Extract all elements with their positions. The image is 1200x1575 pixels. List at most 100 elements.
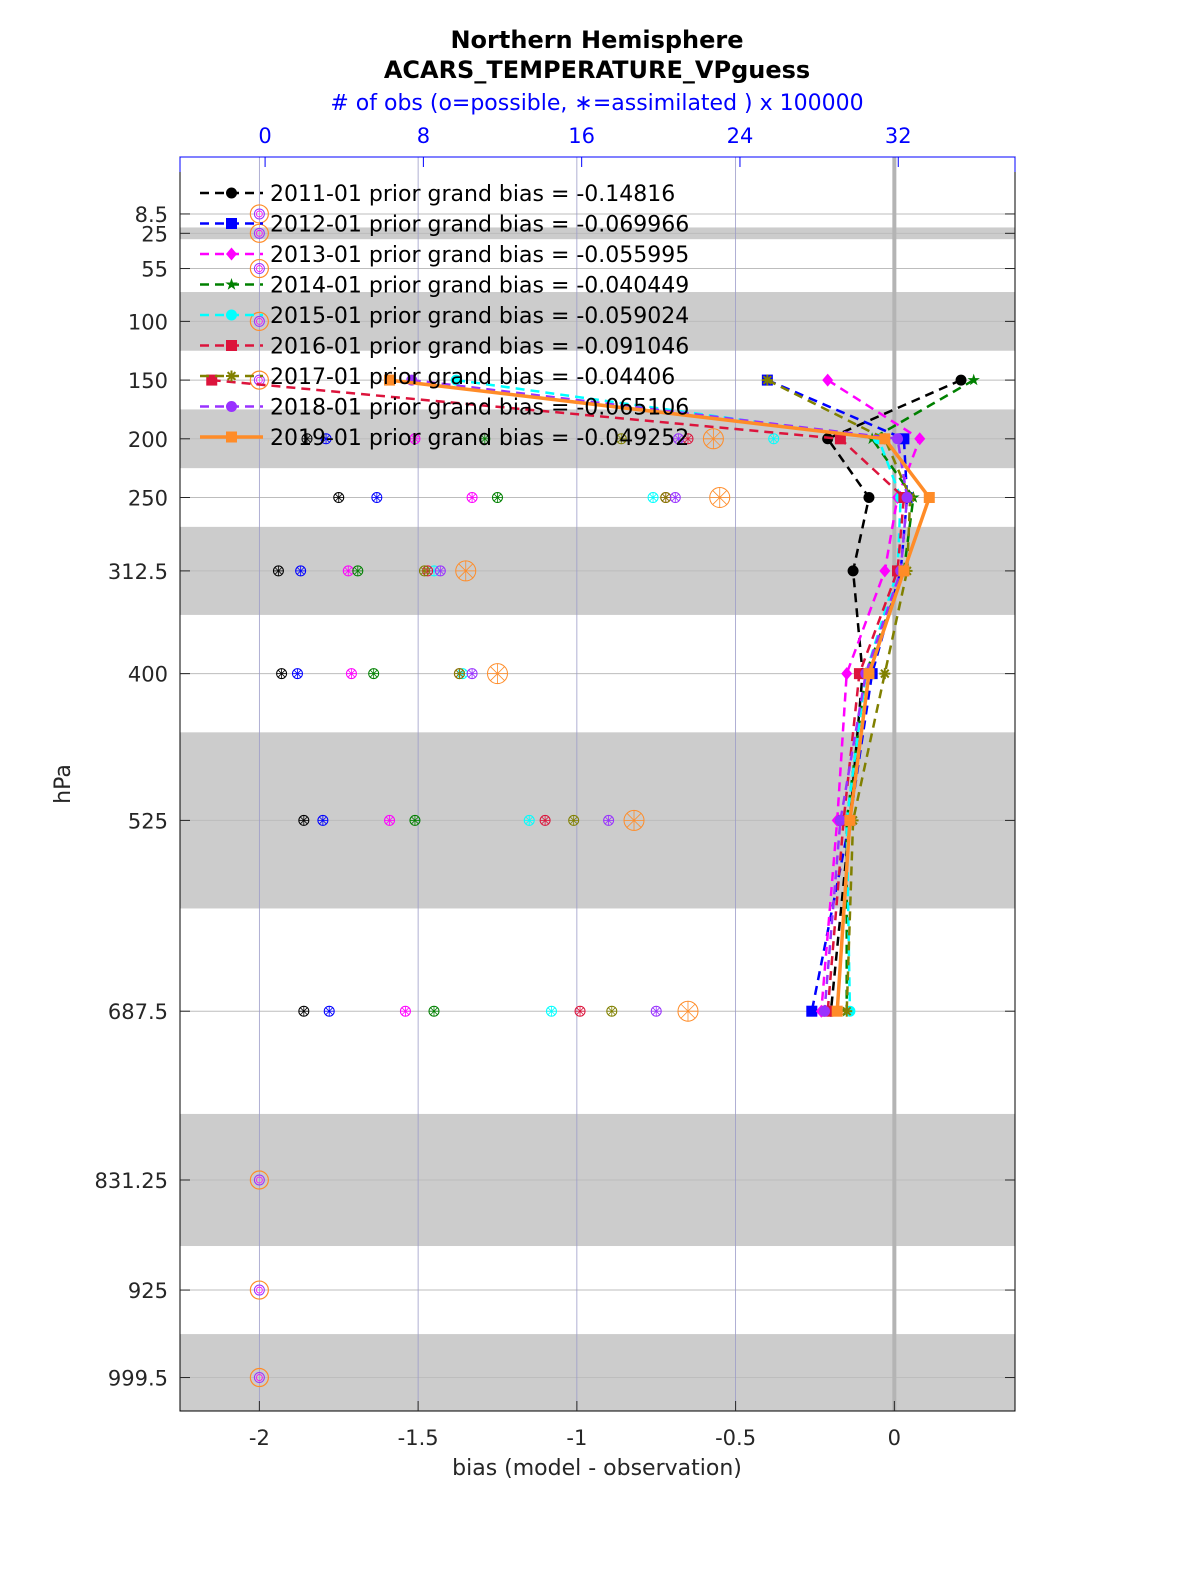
x-tick-label: -1.5 bbox=[398, 1426, 439, 1450]
series-point bbox=[831, 1005, 843, 1017]
legend-entry: 2015-01 prior grand bias = -0.059024 bbox=[270, 304, 689, 329]
obs-count-marker bbox=[333, 492, 345, 504]
series-point bbox=[847, 565, 859, 577]
obs-count-marker bbox=[453, 668, 465, 680]
axis-ticks: 8.525 55 100 150 200 250 312.5 400 525 687.5 831.2… bbox=[95, 124, 1015, 1450]
series-point bbox=[879, 668, 891, 680]
series-point bbox=[822, 373, 834, 387]
series-point bbox=[914, 432, 926, 446]
series-point bbox=[955, 374, 967, 386]
legend-entry: 2014-01 prior grand bias = -0.040449 bbox=[270, 274, 689, 299]
observation-markers bbox=[249, 204, 780, 1388]
series-point bbox=[923, 492, 935, 504]
series-point bbox=[761, 374, 773, 386]
obs-count-marker bbox=[539, 814, 551, 826]
y-tick-label: 400 bbox=[128, 663, 168, 687]
y-tick-label: 999.5 bbox=[108, 1367, 168, 1391]
obs-count-marker bbox=[574, 1005, 586, 1017]
series-point bbox=[898, 565, 910, 577]
series-point bbox=[898, 433, 910, 445]
series-line-8 bbox=[389, 378, 932, 1012]
series-point bbox=[853, 668, 865, 680]
obs-count-marker bbox=[466, 492, 478, 504]
obs-count-marker bbox=[486, 663, 508, 685]
legend-marker bbox=[226, 247, 237, 261]
legend-entry: 2013-01 prior grand bias = -0.055995 bbox=[270, 243, 689, 268]
possible-obs-marker bbox=[249, 1170, 269, 1190]
obs-count-marker bbox=[660, 492, 672, 504]
top-tick-label: 32 bbox=[885, 124, 912, 148]
legend-entry: 2011-01 prior grand bias = -0.14816 bbox=[270, 182, 675, 207]
legend-entry: 2019-01 prior grand bias = -0.049252 bbox=[270, 426, 689, 451]
possible-obs-marker bbox=[249, 258, 269, 279]
legend-entry: 2012-01 prior grand bias = -0.069966 bbox=[270, 213, 689, 238]
chart-subtitle: ACARS_TEMPERATURE_VPguess bbox=[384, 56, 810, 84]
top-axis-label: # of obs (o=possible, ∗=assimilated ) x … bbox=[330, 91, 863, 116]
y-tick-label: 312.5 bbox=[108, 560, 168, 584]
obs-count-marker bbox=[434, 565, 446, 577]
series-point bbox=[892, 433, 904, 445]
series-point bbox=[863, 492, 875, 504]
possible-obs-marker bbox=[249, 204, 269, 224]
obs-count-marker bbox=[768, 433, 780, 445]
obs-count-marker bbox=[466, 668, 478, 680]
y-tick-label: 25 bbox=[141, 222, 168, 246]
legend-marker bbox=[226, 218, 237, 229]
obs-count-marker bbox=[371, 492, 383, 504]
legend-marker bbox=[226, 431, 237, 443]
obs-count-marker bbox=[298, 1005, 310, 1017]
legend-marker bbox=[226, 309, 237, 321]
obs-count-marker bbox=[272, 565, 284, 577]
obs-count-marker bbox=[702, 428, 724, 450]
obs-count-marker bbox=[291, 668, 303, 680]
obs-count-marker bbox=[647, 492, 659, 504]
y-tick-label: 8.5 bbox=[135, 203, 168, 227]
legend-entry: 2016-01 prior grand bias = -0.091046 bbox=[270, 335, 689, 360]
series-point bbox=[819, 1005, 831, 1017]
legend: 2011-01 prior grand bias = -0.14816 2012-… bbox=[200, 182, 689, 451]
y-tick-label: 525 bbox=[128, 809, 168, 833]
x-tick-label: -0.5 bbox=[715, 1426, 756, 1450]
possible-obs-marker bbox=[249, 1280, 269, 1300]
legend-entry: 2018-01 prior grand bias = -0.065106 bbox=[270, 396, 689, 421]
x-tick-label: -1 bbox=[566, 1426, 587, 1450]
series-point bbox=[841, 667, 853, 681]
y-tick-label: 687.5 bbox=[108, 1000, 168, 1024]
obs-count-marker bbox=[342, 565, 354, 577]
series-point bbox=[844, 814, 856, 826]
obs-count-marker bbox=[295, 565, 307, 577]
obs-count-marker bbox=[298, 814, 310, 826]
top-tick-label: 8 bbox=[417, 124, 430, 148]
possible-obs-marker bbox=[249, 223, 269, 243]
y-tick-label: 925 bbox=[128, 1279, 168, 1303]
series-point bbox=[834, 433, 846, 445]
obs-count-marker bbox=[709, 487, 731, 509]
possible-obs-marker bbox=[249, 1367, 269, 1388]
series-line-4 bbox=[456, 378, 902, 1012]
legend-marker bbox=[226, 340, 237, 351]
obs-count-marker bbox=[276, 668, 288, 680]
top-tick-label: 24 bbox=[727, 124, 754, 148]
series-point bbox=[206, 374, 218, 386]
series-point bbox=[879, 433, 891, 445]
obs-count-marker bbox=[677, 1000, 699, 1022]
obs-count-marker bbox=[491, 492, 503, 504]
obs-count-marker bbox=[623, 809, 645, 831]
series-point bbox=[967, 373, 980, 386]
x-tick-label: 0 bbox=[888, 1426, 901, 1450]
obs-count-marker bbox=[545, 1005, 557, 1017]
top-tick-label: 0 bbox=[258, 124, 271, 148]
obs-count-marker bbox=[523, 814, 535, 826]
possible-obs-marker bbox=[249, 311, 269, 331]
legend-marker bbox=[226, 401, 237, 412]
obs-count-marker bbox=[455, 560, 477, 582]
obs-count-marker bbox=[603, 814, 615, 826]
series-point bbox=[901, 492, 913, 504]
obs-count-marker bbox=[606, 1005, 618, 1017]
obs-count-marker bbox=[317, 814, 329, 826]
series-point bbox=[841, 1005, 853, 1017]
legend-marker bbox=[225, 278, 238, 290]
gridlines bbox=[180, 157, 1015, 1411]
obs-count-marker bbox=[323, 1005, 335, 1017]
